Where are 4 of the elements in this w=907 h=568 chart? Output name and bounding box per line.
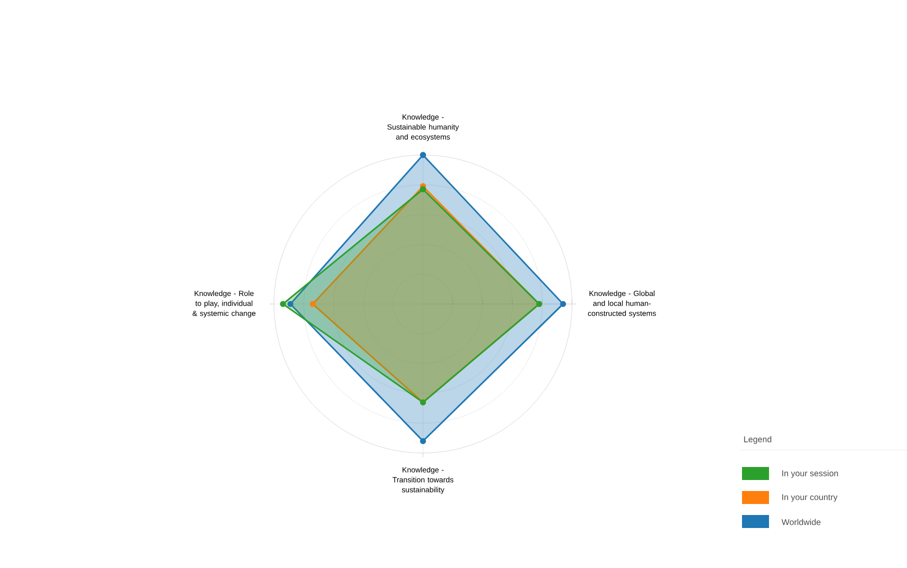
legend-title: Legend (744, 436, 772, 444)
legend-label: In your session (782, 470, 838, 478)
legend-label: Worldwide (782, 518, 821, 526)
legend-label: In your country (782, 494, 838, 502)
